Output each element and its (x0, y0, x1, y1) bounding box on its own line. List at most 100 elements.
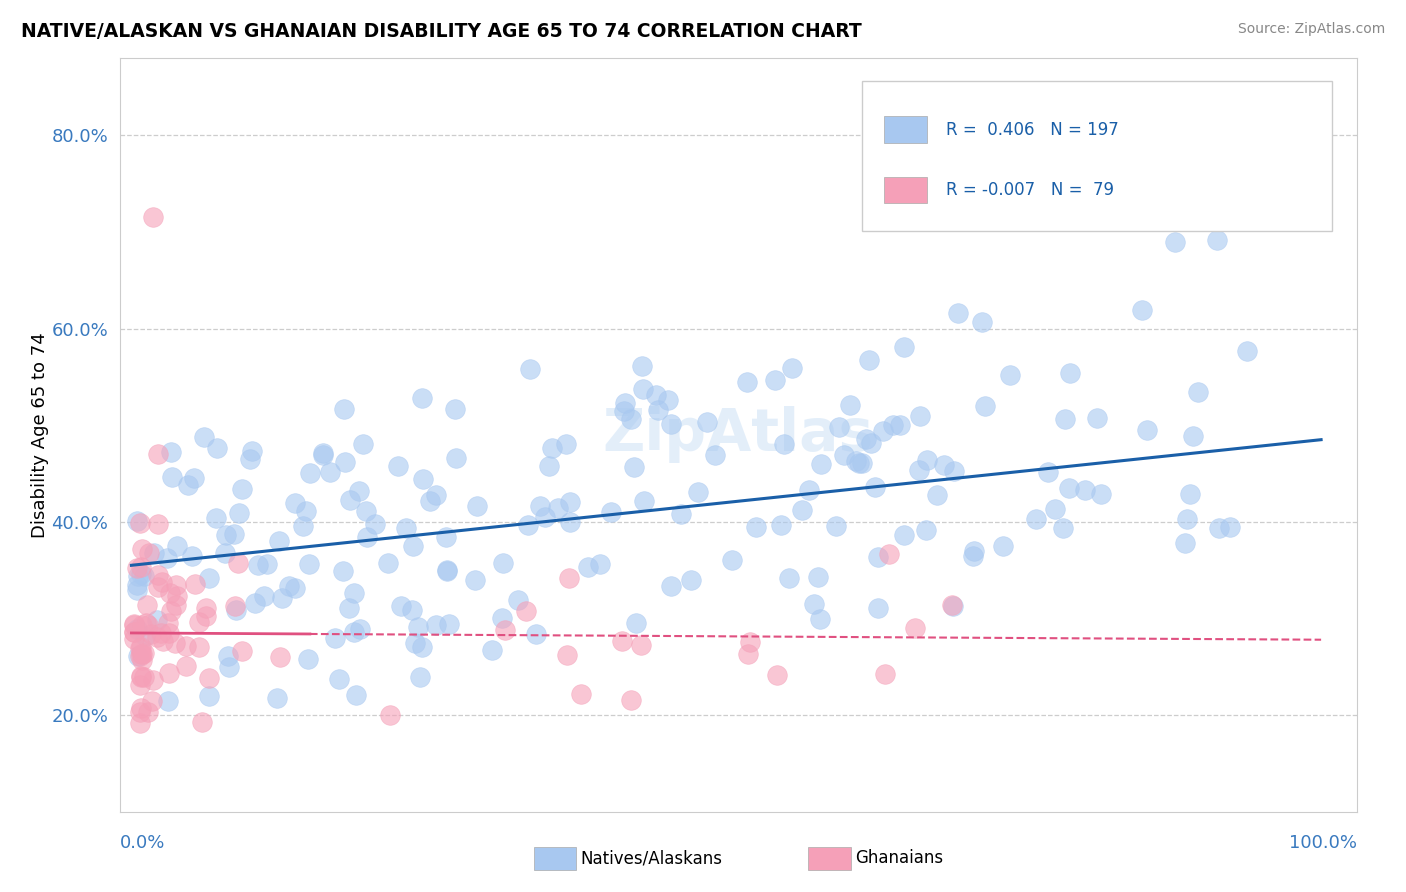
Point (737, 376, 759, 390)
Point (720, 553, 742, 567)
Point (122, 625, 145, 640)
Point (127, 623, 149, 637)
Point (519, 361, 541, 376)
Point (239, 452, 262, 467)
Point (942, 599, 965, 613)
Point (851, 456, 873, 470)
Point (152, 634, 174, 648)
Point (904, 622, 927, 636)
Point (157, 626, 180, 640)
Point (401, 603, 423, 617)
Point (131, 560, 153, 574)
Point (157, 666, 180, 681)
Point (135, 616, 157, 631)
Point (679, 574, 702, 588)
Point (554, 437, 576, 451)
Text: R = -0.007   N =  79: R = -0.007 N = 79 (946, 181, 1114, 199)
Point (190, 714, 212, 729)
Point (240, 443, 263, 458)
Point (166, 590, 188, 604)
Point (127, 578, 149, 592)
Point (411, 392, 433, 406)
Point (166, 539, 188, 553)
Point (408, 670, 430, 684)
Point (1175, 512, 1198, 526)
Bar (884, 116, 928, 143)
Point (740, 634, 762, 648)
Point (225, 603, 247, 617)
Text: Source: ZipAtlas.com: Source: ZipAtlas.com (1237, 22, 1385, 37)
Point (222, 527, 245, 541)
Point (537, 459, 560, 474)
Point (395, 521, 418, 535)
Point (547, 500, 569, 515)
Point (131, 652, 153, 666)
Point (150, 575, 173, 590)
Point (917, 453, 939, 467)
Point (868, 601, 890, 615)
Point (481, 643, 503, 657)
Point (1136, 423, 1159, 437)
Point (325, 631, 347, 645)
Point (1208, 521, 1230, 535)
Point (998, 368, 1021, 383)
Point (868, 550, 890, 565)
Point (311, 445, 333, 459)
Point (443, 402, 465, 417)
Point (763, 373, 786, 387)
Point (517, 518, 540, 533)
Point (160, 604, 183, 618)
Point (291, 519, 314, 533)
Point (142, 546, 165, 560)
Point (1182, 429, 1205, 443)
Point (295, 504, 318, 518)
Text: 0.0%: 0.0% (120, 834, 165, 852)
Point (855, 433, 877, 447)
Point (1206, 233, 1229, 247)
Point (181, 549, 204, 564)
Point (128, 678, 150, 692)
Point (555, 648, 578, 662)
Point (129, 566, 152, 581)
Point (165, 578, 187, 592)
Point (780, 361, 803, 376)
Point (491, 556, 513, 570)
Point (808, 612, 831, 626)
Point (419, 493, 441, 508)
Point (437, 616, 460, 631)
Point (337, 600, 360, 615)
Point (558, 571, 581, 585)
Point (132, 646, 155, 660)
Point (406, 620, 429, 634)
Point (129, 670, 152, 684)
Point (187, 640, 209, 654)
Point (333, 402, 356, 417)
Point (803, 597, 825, 611)
Point (149, 626, 172, 640)
Point (253, 589, 276, 603)
Point (863, 480, 886, 494)
Point (127, 649, 149, 664)
Point (541, 441, 564, 455)
Point (145, 614, 167, 628)
Text: Ghanaians: Ghanaians (855, 849, 943, 867)
Point (932, 458, 955, 472)
Point (332, 564, 354, 578)
Point (194, 601, 217, 615)
Point (194, 608, 217, 623)
Point (872, 425, 894, 439)
Point (766, 667, 789, 681)
Point (363, 516, 385, 531)
Point (633, 494, 655, 508)
Point (197, 671, 219, 685)
Point (217, 649, 239, 664)
Point (524, 626, 547, 640)
Point (1036, 465, 1059, 479)
Point (877, 547, 900, 561)
Point (1130, 303, 1153, 318)
Point (948, 305, 970, 319)
Point (807, 570, 830, 584)
Point (558, 516, 581, 530)
Point (256, 557, 278, 571)
Point (963, 543, 986, 558)
